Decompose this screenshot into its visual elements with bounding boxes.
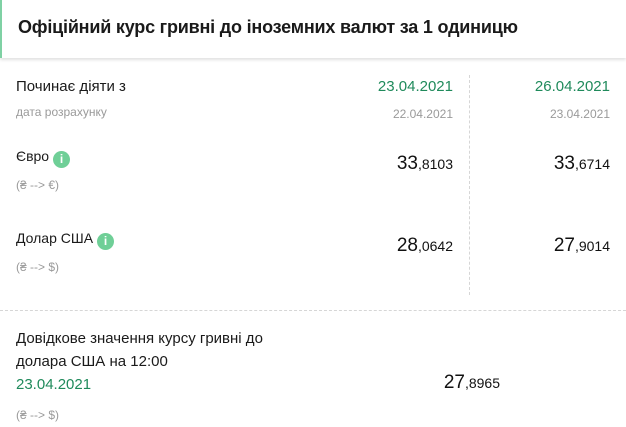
rate-frac: ,9014 xyxy=(574,238,610,254)
info-icon[interactable]: i xyxy=(97,233,115,250)
calc-date-2: 23.04.2021 xyxy=(549,107,610,121)
rate-frac: ,8103 xyxy=(417,156,453,172)
rate-frac: ,8965 xyxy=(464,375,500,391)
rate-int: 33 xyxy=(553,153,575,174)
currency-usd: Долар США i xyxy=(16,230,115,250)
rate-usd-1: 28,0642 xyxy=(397,235,453,257)
currency-euro: Євро i xyxy=(16,148,71,168)
rate-int: 33 xyxy=(396,153,418,174)
currency-direction: (₴ --> $) xyxy=(16,260,60,274)
reference-rate: 27,8965 xyxy=(444,372,500,394)
reference-line1: Довідкове значення курсу гривні до xyxy=(16,330,263,347)
rate-int: 27 xyxy=(443,372,465,393)
page-title: Офіційний курс гривні до іноземних валют… xyxy=(18,17,518,37)
reference-date: 23.04.2021 xyxy=(16,376,92,393)
currency-name: Євро xyxy=(16,148,50,164)
reference-line2: долара США на 12:00 xyxy=(16,353,168,370)
info-icon[interactable]: i xyxy=(53,151,71,168)
effective-date-1: 23.04.2021 xyxy=(377,78,453,95)
rate-int: 27 xyxy=(553,235,575,256)
rate-euro-1: 33,8103 xyxy=(397,153,453,175)
calc-date-label: дата розрахунку xyxy=(16,105,107,119)
rate-euro-2: 33,6714 xyxy=(554,153,610,175)
rate-int: 28 xyxy=(396,235,418,256)
currency-name: Долар США xyxy=(16,230,94,246)
rate-frac: ,6714 xyxy=(574,156,610,172)
effective-date-2: 26.04.2021 xyxy=(534,78,610,95)
effective-label: Починає діяти з xyxy=(16,78,126,95)
header: Офіційний курс гривні до іноземних валют… xyxy=(0,0,626,58)
rate-frac: ,0642 xyxy=(417,238,453,254)
section-divider xyxy=(0,310,626,311)
calc-date-1: 22.04.2021 xyxy=(392,107,453,121)
reference-direction: (₴ --> $) xyxy=(16,408,60,422)
rate-usd-2: 27,9014 xyxy=(554,235,610,257)
currency-direction: (₴ --> €) xyxy=(16,178,60,192)
column-divider xyxy=(469,75,470,295)
